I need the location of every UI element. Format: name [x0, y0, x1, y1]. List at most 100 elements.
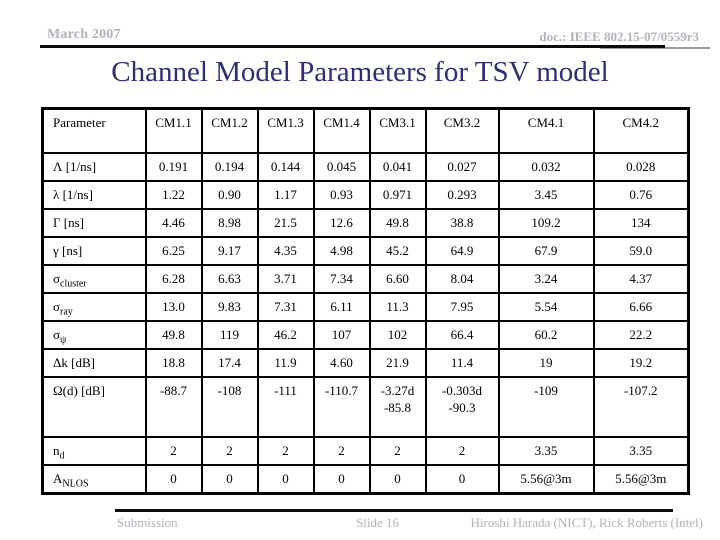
value-cell: 18.8	[144, 348, 203, 378]
value-cell: 119	[200, 320, 259, 350]
value-cell: 6.63	[200, 264, 259, 294]
value-cell: 4.60	[312, 348, 371, 378]
table-row: σψ 49.8 119 46.2 107 102 66.4 60.2 22.2	[41, 320, 690, 350]
value-cell: 49.8	[144, 320, 203, 350]
value-cell: 1.17	[256, 180, 315, 210]
value-cell: -109	[497, 376, 595, 438]
value-cell: 0.045	[312, 152, 371, 182]
value-cell: 107	[312, 320, 371, 350]
table-row: Ω(d) [dB] -88.7 -108 -111 -110.7 -3.27d -85.8…	[41, 376, 690, 438]
table-row: λ [1/ns] 1.22 0.90 1.17 0.93 0.971 0.293 3.45 0.…	[41, 180, 690, 210]
value-cell: 3.45	[497, 180, 595, 210]
value-cell: 12.6	[312, 208, 371, 238]
parameter-label: Λ [1/ns]	[41, 152, 147, 182]
value-cell: 5.54	[497, 292, 595, 322]
value-cell: 0.041	[368, 152, 427, 182]
parameter-label: Δk [dB]	[41, 348, 147, 378]
value-cell: 0.971	[368, 180, 427, 210]
value-cell: 2	[144, 436, 203, 466]
value-cell: 0.027	[424, 152, 500, 182]
value-cell: 19	[497, 348, 595, 378]
column-header: CM3.1	[368, 107, 427, 154]
parameter-symbol: A	[53, 471, 63, 486]
value-cell: 2	[312, 436, 371, 466]
value-cell: 2	[256, 436, 315, 466]
value-cell: 60.2	[497, 320, 595, 350]
value-cell: 2	[424, 436, 500, 466]
value-cell: 19.2	[592, 348, 690, 378]
table-row: γ [ns] 6.25 9.17 4.35 4.98 45.2 64.9 67.9 59.0	[41, 236, 690, 266]
column-header: CM4.1	[497, 107, 595, 154]
column-header: CM4.2	[592, 107, 690, 154]
value-cell: 0.90	[200, 180, 259, 210]
value-cell: 0	[312, 464, 371, 495]
value-cell: 0.191	[144, 152, 203, 182]
value-cell: 4.35	[256, 236, 315, 266]
value-cell: 11.4	[424, 348, 500, 378]
parameter-label: σcluster	[41, 264, 147, 294]
value-cell: 13.0	[144, 292, 203, 322]
value-cell: 4.37	[592, 264, 690, 294]
parameter-unit: [1/ns]	[59, 187, 93, 202]
value-cell: 5.56@3m	[592, 464, 690, 495]
value-cell: 9.83	[200, 292, 259, 322]
value-cell: -110.7	[312, 376, 371, 438]
header-doc-number: doc.: IEEE 802.15-07/0559r3	[539, 29, 699, 44]
value-cell: 3.71	[256, 264, 315, 294]
page-title: Channel Model Parameters for TSV model	[111, 56, 609, 88]
parameter-symbol: σ	[53, 327, 61, 342]
parameter-label: Ω(d) [dB]	[41, 376, 147, 438]
value-cell: 6.11	[312, 292, 371, 322]
value-cell: 38.8	[424, 208, 500, 238]
column-header: CM3.2	[424, 107, 500, 154]
table-row: Γ [ns] 4.46 8.98 21.5 12.6 49.8 38.8 109.2 134	[41, 208, 690, 238]
footer-rule	[115, 509, 673, 512]
parameters-table: Parameter CM1.1 CM1.2 CM1.3 CM1.4 CM3.1 CM3.2 C…	[41, 107, 690, 495]
column-header: CM1.1	[144, 107, 203, 154]
value-cell: 0.93	[312, 180, 371, 210]
value-cell: 0.144	[256, 152, 315, 182]
value-cell: 64.9	[424, 236, 500, 266]
value-cell: 7.34	[312, 264, 371, 294]
value-cell: 45.2	[368, 236, 427, 266]
value-cell: 3.35	[497, 436, 595, 466]
value-cell: 6.60	[368, 264, 427, 294]
parameter-unit: [ns]	[58, 243, 83, 258]
value-cell: 0.76	[592, 180, 690, 210]
value-cell: 9.17	[200, 236, 259, 266]
value-cell: -111	[256, 376, 315, 438]
value-cell: 4.46	[144, 208, 203, 238]
footer-submission: Submission	[117, 515, 178, 530]
value-cell: 2	[368, 436, 427, 466]
value-cell: 0.293	[424, 180, 500, 210]
parameter-unit: [ns]	[60, 215, 84, 230]
table-row: Δk [dB] 18.8 17.4 11.9 4.60 21.9 11.4 19 19.2	[41, 348, 690, 378]
value-cell: 109.2	[497, 208, 595, 238]
parameter-unit: [1/ns]	[62, 159, 97, 174]
value-cell: -108	[200, 376, 259, 438]
value-cell: -3.27d -85.8	[368, 376, 427, 438]
parameter-subscript: ψ	[60, 334, 67, 346]
value-cell: 2	[200, 436, 259, 466]
value-cell: -0.303d -90.3	[424, 376, 500, 438]
value-cell: 5.56@3m	[497, 464, 595, 495]
parameter-symbol: Λ	[53, 159, 63, 174]
parameter-subscript: cluster	[60, 278, 87, 290]
value-cell: 46.2	[256, 320, 315, 350]
header-rule	[40, 45, 665, 48]
value-cell: 67.9	[497, 236, 595, 266]
value-cell: 0	[424, 464, 500, 495]
value-cell: 6.25	[144, 236, 203, 266]
parameter-subscript: NLOS	[62, 478, 89, 490]
value-cell: 21.5	[256, 208, 315, 238]
value-cell: 0.032	[497, 152, 595, 182]
parameter-label: Γ [ns]	[41, 208, 147, 238]
value-cell: 3.24	[497, 264, 595, 294]
parameter-symbol: γ	[53, 243, 59, 258]
value-cell: -107.2	[592, 376, 690, 438]
parameter-label: nd	[41, 436, 147, 466]
table-row: nd 2 2 2 2 2 2 3.35 3.35	[41, 436, 690, 466]
value-cell: -88.7	[144, 376, 203, 438]
table-row: σcluster 6.28 6.63 3.71 7.34 6.60 8.04 3.24 4.37	[41, 264, 690, 294]
value-cell: 7.31	[256, 292, 315, 322]
